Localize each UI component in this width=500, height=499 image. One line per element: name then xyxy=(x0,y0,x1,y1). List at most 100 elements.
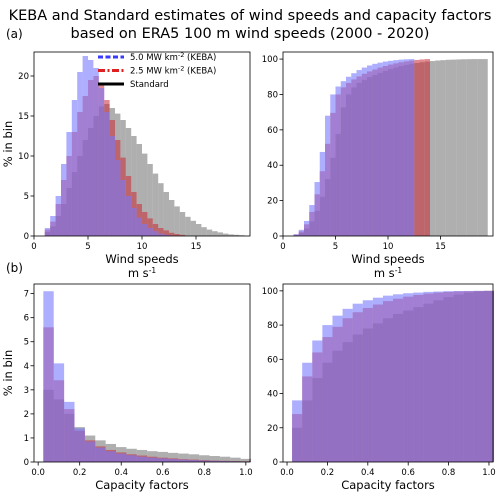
bar xyxy=(157,451,168,462)
x-axis-unit: m s-1 xyxy=(374,266,403,280)
bar xyxy=(66,132,72,236)
y-tick-label: 100 xyxy=(262,55,278,65)
bar xyxy=(398,59,404,236)
legend-label-superscript: -2 xyxy=(178,51,184,59)
bar xyxy=(351,73,357,236)
bar xyxy=(147,164,153,236)
bar xyxy=(302,362,313,462)
x-tick-label: 0.6 xyxy=(156,468,170,478)
bar xyxy=(64,401,75,462)
bar xyxy=(482,59,488,236)
bar xyxy=(152,231,159,236)
bar xyxy=(174,206,180,236)
bar xyxy=(335,86,341,236)
bar xyxy=(169,200,175,236)
bar xyxy=(209,460,220,462)
row-label-b: (b) xyxy=(6,261,23,275)
bar xyxy=(147,451,158,462)
bar xyxy=(71,100,78,236)
bar xyxy=(217,232,223,236)
bar xyxy=(451,59,457,236)
bar xyxy=(293,234,299,236)
y-tick-label: 4 xyxy=(24,362,29,372)
bar xyxy=(463,290,474,462)
bar xyxy=(382,295,394,462)
axes-frame xyxy=(282,283,494,463)
bar xyxy=(98,88,105,236)
bar xyxy=(483,290,495,462)
bar xyxy=(322,325,333,462)
bar xyxy=(219,456,231,462)
x-tick-label: 1.0 xyxy=(239,468,253,478)
y-tick-label: 3 xyxy=(24,386,29,396)
legend-label: 2.5 MW km-2 (KEBA) xyxy=(130,65,216,77)
bar xyxy=(240,458,252,462)
bar xyxy=(147,457,158,462)
y-tick-label: 5 xyxy=(24,338,29,348)
bar xyxy=(136,217,142,236)
bar xyxy=(95,447,106,462)
x-tick-label: 0.0 xyxy=(31,468,45,478)
bar xyxy=(430,61,436,236)
bar xyxy=(424,59,430,236)
x-tick-label: 5 xyxy=(333,242,338,252)
y-tick-label: 20 xyxy=(18,72,29,82)
bar xyxy=(433,291,444,462)
y-tick-label: 0 xyxy=(273,458,278,468)
bar xyxy=(131,208,137,236)
bar xyxy=(403,293,414,462)
bar xyxy=(147,218,153,236)
bar xyxy=(461,59,467,236)
y-tick-label: 40 xyxy=(267,161,278,171)
bar xyxy=(367,65,373,236)
bar xyxy=(55,196,61,236)
y-tick-label: 10 xyxy=(18,152,29,162)
x-tick-label: 0.4 xyxy=(114,468,128,478)
series-2-2 xyxy=(43,291,252,462)
y-tick-label: 0 xyxy=(273,232,278,242)
bar xyxy=(356,70,362,236)
figure-title-line1: KEBA and Standard estimates of wind spee… xyxy=(9,8,492,24)
bar xyxy=(206,229,213,236)
bar xyxy=(199,455,210,462)
bar xyxy=(342,308,353,462)
y-tick-label: 60 xyxy=(267,126,278,136)
bar xyxy=(178,453,189,462)
series-0-2 xyxy=(44,56,169,236)
y-tick-label: 1 xyxy=(24,434,29,444)
x-tick-label: 0.2 xyxy=(321,468,335,478)
bar xyxy=(158,233,164,236)
x-tick-label: 0.8 xyxy=(198,468,212,478)
y-tick-label: 20 xyxy=(267,197,278,207)
bar xyxy=(413,292,424,462)
bar xyxy=(445,59,451,236)
bar xyxy=(104,112,110,236)
bar xyxy=(147,228,153,236)
bar xyxy=(43,291,54,462)
bar xyxy=(178,459,189,462)
bar xyxy=(423,291,434,462)
bar xyxy=(84,441,96,462)
x-tick-label: 5 xyxy=(85,242,90,252)
bar xyxy=(116,453,127,462)
x-tick-label: 0 xyxy=(280,242,285,252)
legend-label: Standard xyxy=(130,80,169,90)
bar xyxy=(109,136,115,236)
y-tick-label: 60 xyxy=(267,355,278,365)
bar xyxy=(212,231,218,236)
x-tick-label: 0 xyxy=(31,242,36,252)
bar xyxy=(409,59,415,236)
x-tick-label: 0.6 xyxy=(401,468,415,478)
bar xyxy=(393,294,404,462)
bar xyxy=(298,229,304,236)
x-axis-label: Wind speeds xyxy=(351,252,424,266)
bar xyxy=(352,303,363,462)
bar xyxy=(377,62,383,237)
bar xyxy=(157,458,168,462)
bar xyxy=(372,63,378,236)
bar xyxy=(477,59,483,236)
